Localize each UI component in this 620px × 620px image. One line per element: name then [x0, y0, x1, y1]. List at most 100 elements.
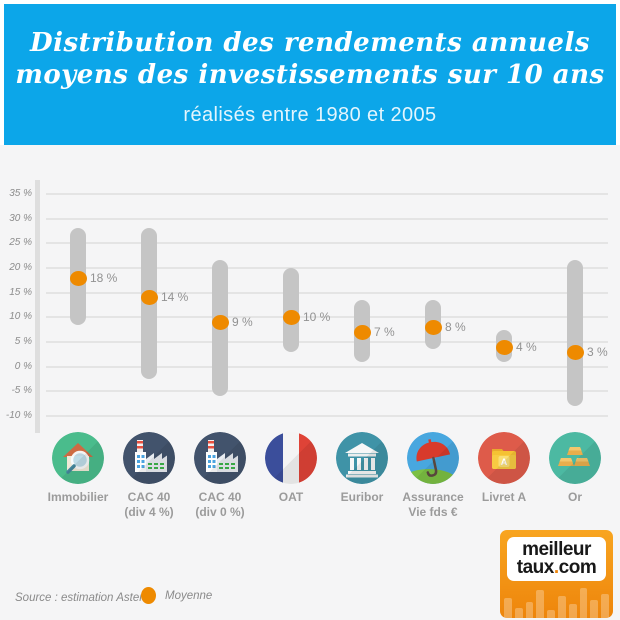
- category-label: CAC 40 (div 0 %): [195, 490, 245, 519]
- legend-label: Moyenne: [165, 589, 213, 602]
- house-search-icon: [52, 432, 104, 484]
- icon-shadow: [549, 432, 601, 484]
- logo-bar: [536, 590, 545, 618]
- y-tick-label: 20 %: [9, 261, 32, 273]
- logo-bar: [504, 598, 512, 618]
- icon-shadow: [123, 432, 175, 484]
- category-label: OAT: [278, 490, 304, 504]
- mean-dot: [141, 290, 158, 306]
- mean-value-label: 3 %: [587, 344, 608, 359]
- logo-bar: [525, 602, 534, 618]
- logo-orange-dot: .: [553, 557, 559, 578]
- svg-text:A: A: [501, 457, 508, 467]
- gold-bars-icon: [549, 432, 601, 484]
- logo-word-com: com: [558, 557, 597, 578]
- y-tick-label: 5 %: [14, 335, 32, 347]
- factory-icon: [123, 432, 175, 484]
- gridline: [46, 414, 608, 417]
- icon-shadow: [265, 432, 317, 484]
- icon-shadow: [336, 432, 388, 484]
- factory-icon: [194, 432, 246, 484]
- icon-shadow: [194, 432, 246, 484]
- y-axis-line: [35, 180, 40, 433]
- mean-dot: [354, 324, 371, 340]
- y-tick-label: -5 %: [11, 385, 32, 397]
- logo-bar: [514, 608, 523, 618]
- category-cac40-div0: CAC 40 (div 0 %): [178, 432, 262, 520]
- mean-value-label: 7 %: [374, 324, 395, 339]
- gridline: [46, 242, 608, 245]
- category-label: Euribor: [340, 490, 384, 504]
- logo-card: meilleur taux.com: [507, 537, 606, 581]
- mean-dot: [283, 310, 300, 326]
- category-label: Or: [567, 490, 582, 504]
- mean-dot: [496, 339, 513, 355]
- y-tick-label: 25 %: [9, 237, 32, 249]
- gridline: [46, 192, 608, 195]
- category-or: Or: [533, 432, 617, 505]
- umbrella-icon: [407, 432, 459, 484]
- icon-shadow: [52, 432, 104, 484]
- category-oat: OAT: [249, 432, 333, 505]
- category-assurance-vie: Assurance Vie fds €: [391, 432, 475, 520]
- mean-value-label: 9 %: [232, 315, 253, 330]
- legend: Moyenne: [141, 587, 212, 604]
- mean-value-label: 8 %: [445, 320, 466, 335]
- chart-subtitle: réalisés entre 1980 et 2005: [183, 104, 437, 126]
- logo-bar: [547, 610, 555, 618]
- legend-mean-dot: [141, 587, 156, 604]
- logo-word-taux: taux: [516, 557, 555, 578]
- mean-dot: [567, 344, 584, 360]
- mean-dot: [212, 315, 229, 331]
- chart-title-line2: moyens des investissements sur 10 ans: [15, 60, 605, 90]
- y-tick-label: 15 %: [9, 286, 32, 298]
- category-label: Assurance Vie fds €: [402, 490, 464, 519]
- category-cac40-div4: CAC 40 (div 4 %): [107, 432, 191, 520]
- y-tick-label: 30 %: [9, 212, 32, 224]
- mean-value-label: 14 %: [161, 290, 189, 305]
- logo-text-meilleur: meilleur: [522, 539, 591, 560]
- icon-shadow: [478, 432, 530, 484]
- range-bar: [283, 267, 299, 352]
- gridline: [46, 365, 608, 368]
- bank-icon: [336, 432, 388, 484]
- icon-shadow: [407, 432, 459, 484]
- logo-bar: [558, 596, 566, 618]
- logo-word-meilleur: meilleur: [522, 539, 591, 560]
- category-livret-a: A Livret A: [462, 432, 546, 505]
- mean-value-label: 10 %: [303, 310, 331, 325]
- source-note: Source : estimation Asterès: [15, 592, 156, 604]
- y-tick-label: -10 %: [5, 409, 32, 421]
- category-label: Livret A: [481, 490, 527, 504]
- gridline: [46, 291, 608, 294]
- mean-value-label: 18 %: [90, 270, 118, 285]
- logo-text-tauxcom: taux.com: [516, 557, 597, 578]
- logo-bar: [601, 594, 609, 618]
- gridline: [46, 340, 608, 343]
- logo-bar: [590, 600, 599, 618]
- chart-title-line1: Distribution des rendements annuels: [30, 28, 590, 58]
- y-tick-label: 10 %: [9, 311, 32, 323]
- logo-bar: [579, 588, 588, 618]
- category-immobilier: Immobilier: [36, 432, 120, 505]
- gridline: [46, 217, 608, 220]
- category-label: Immobilier: [47, 490, 109, 504]
- gridline: [46, 390, 608, 393]
- range-bar: [567, 260, 583, 406]
- meilleurtaux-logo: meilleur taux.com: [500, 530, 613, 618]
- mean-dot: [425, 320, 442, 336]
- header-banner: Distribution des rendements annuels moye…: [4, 4, 616, 145]
- category-label: CAC 40 (div 4 %): [124, 490, 174, 519]
- y-tick-label: 35 %: [9, 187, 32, 199]
- y-tick-label: 0 %: [14, 360, 32, 372]
- mean-value-label: 4 %: [516, 339, 537, 354]
- mean-dot: [70, 270, 87, 286]
- french-flag-icon: [265, 432, 317, 484]
- gridline: [46, 266, 608, 269]
- logo-bar: [568, 604, 577, 618]
- logo-bars-decoration: [504, 582, 609, 618]
- folder-a-icon: A: [478, 432, 530, 484]
- gridline: [46, 316, 608, 319]
